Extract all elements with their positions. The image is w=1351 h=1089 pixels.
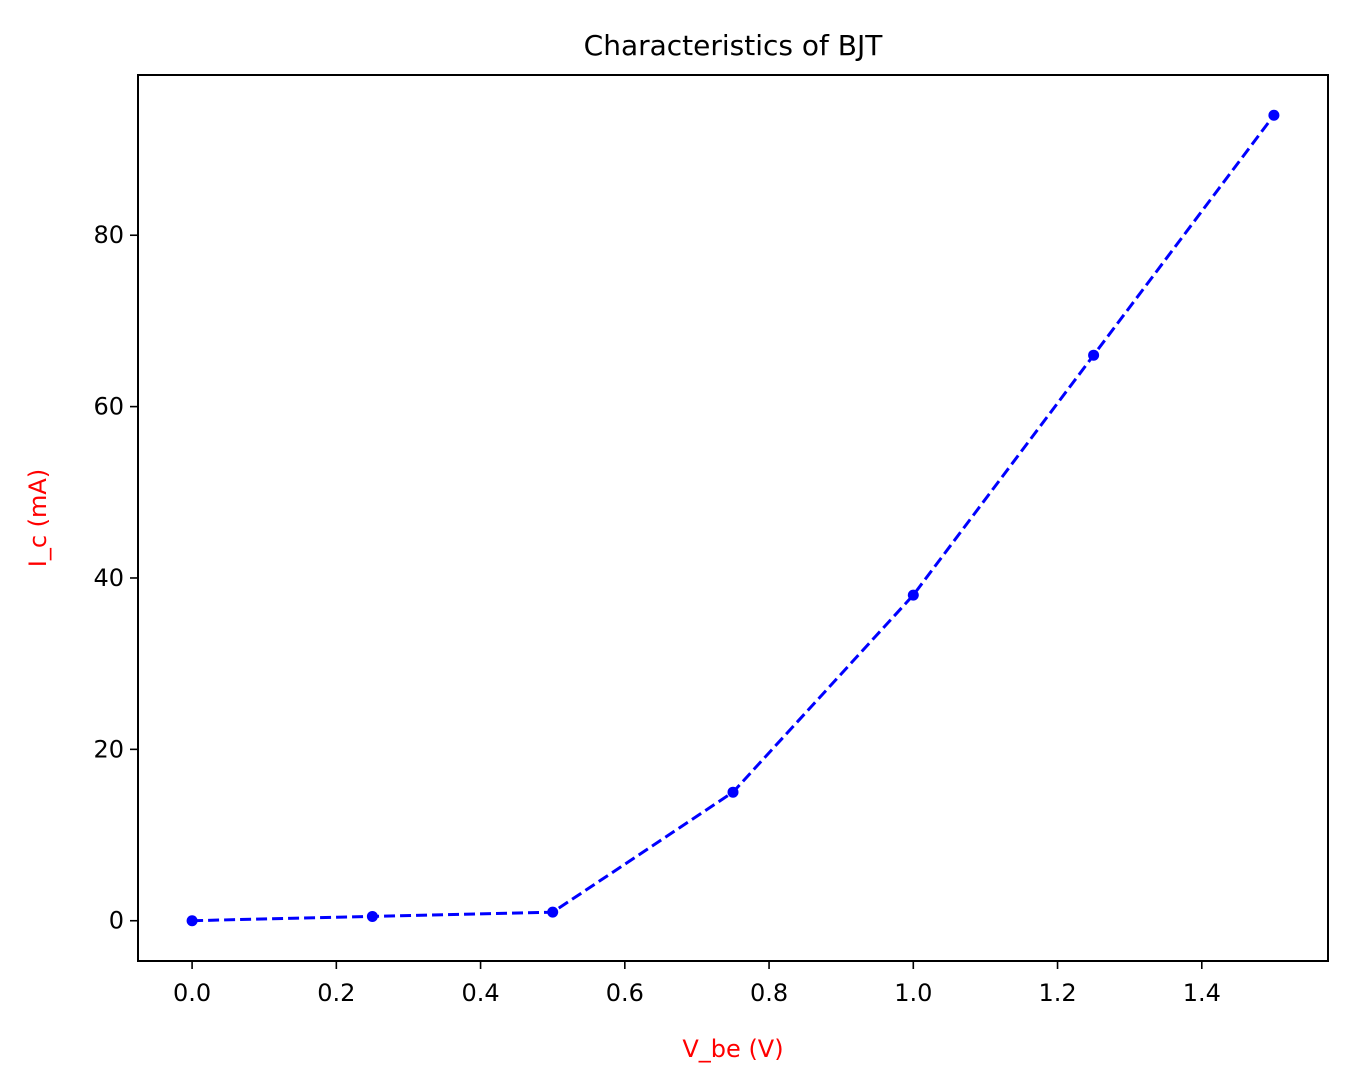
series-layer xyxy=(186,109,1280,927)
axes: 0.0 0.2 0.4 0.6 0.8 1.0 1.2 1.4 0 20 40 60 80 xyxy=(93,221,1220,1007)
x-tick-label: 1.4 xyxy=(1183,979,1221,1007)
data-point xyxy=(727,786,739,798)
chart-title: Characteristics of BJT xyxy=(584,29,884,62)
x-axis-label: V_be (V) xyxy=(682,1035,783,1063)
data-point xyxy=(186,915,198,927)
x-tick-label: 0.8 xyxy=(750,979,788,1007)
y-axis-label: I_c (mA) xyxy=(24,469,52,567)
plot-frame xyxy=(137,74,1329,962)
x-tick-label: 0.0 xyxy=(173,979,211,1007)
data-point xyxy=(366,910,378,922)
x-tick-label: 0.6 xyxy=(606,979,644,1007)
x-tick-label: 1.2 xyxy=(1038,979,1076,1007)
data-point xyxy=(907,589,919,601)
y-tick-label: 0 xyxy=(109,907,124,935)
y-tick-label: 60 xyxy=(93,393,124,421)
x-tick-label: 0.4 xyxy=(461,979,499,1007)
y-tick-label: 80 xyxy=(93,221,124,249)
x-tick-label: 1.0 xyxy=(894,979,932,1007)
data-point xyxy=(1088,349,1100,361)
data-point xyxy=(547,906,559,918)
x-tick-label: 0.2 xyxy=(317,979,355,1007)
y-tick-label: 40 xyxy=(93,564,124,592)
data-point xyxy=(1268,109,1280,121)
y-tick-label: 20 xyxy=(93,735,124,763)
